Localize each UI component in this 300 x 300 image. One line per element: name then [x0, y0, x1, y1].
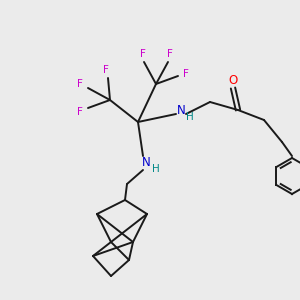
Text: H: H [152, 164, 160, 174]
Text: H: H [186, 112, 194, 122]
Text: F: F [77, 107, 83, 117]
Text: O: O [228, 74, 238, 86]
Text: N: N [142, 157, 150, 169]
Text: F: F [103, 65, 109, 75]
Text: F: F [183, 69, 189, 79]
Text: F: F [140, 49, 146, 59]
Text: F: F [77, 79, 83, 89]
Text: N: N [177, 103, 185, 116]
Text: F: F [167, 49, 173, 59]
